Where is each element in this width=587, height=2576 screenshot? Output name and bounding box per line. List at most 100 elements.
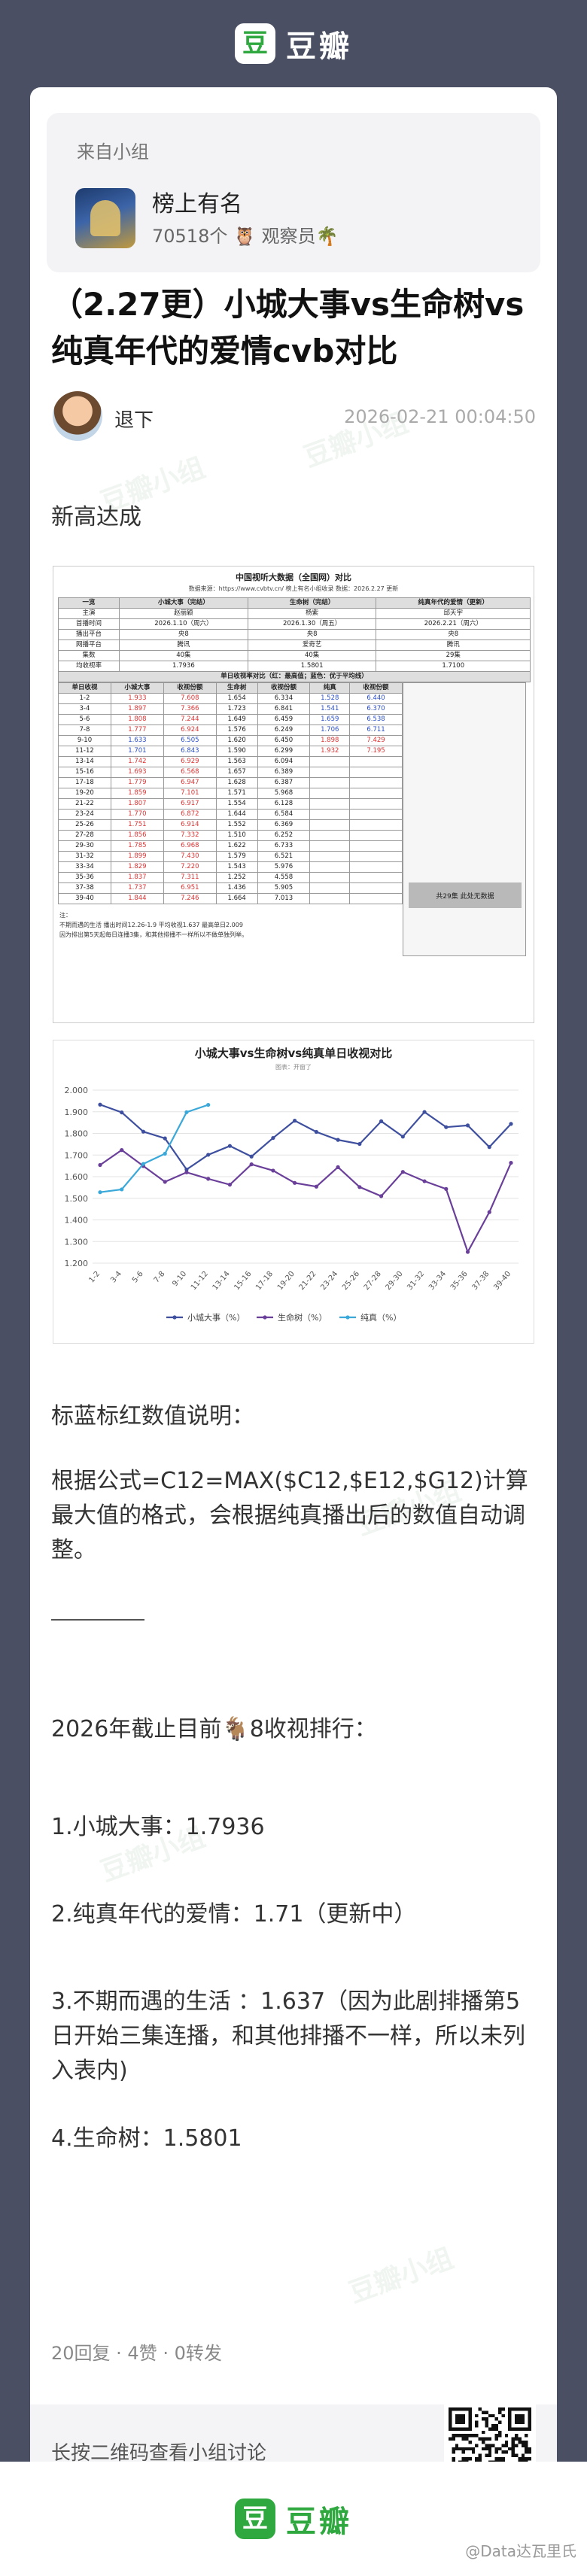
qr-module: [501, 2444, 505, 2447]
table-cell: 6.968: [163, 840, 217, 852]
table-cell: 6.951: [163, 882, 217, 894]
table-cell: 主演: [58, 608, 120, 619]
chart-subtitle: 图表：开窗了: [275, 1063, 312, 1071]
data-point: [336, 1165, 340, 1169]
data-point: [98, 1102, 102, 1107]
table-cell: 1.628: [215, 777, 258, 788]
qr-module: [488, 2437, 492, 2441]
table-cell: 19-20: [58, 788, 111, 799]
qr-module: [461, 2434, 465, 2438]
qr-module: [449, 2424, 452, 2428]
table-cell: 7-8: [58, 724, 111, 736]
qr-module: [461, 2420, 465, 2424]
ranking-title: 2026年截止目前🐐8收视排行：: [51, 1716, 377, 1742]
x-tick-label: 1-2: [87, 1270, 102, 1285]
qr-module: [468, 2424, 472, 2428]
info-header-cell: 小城大事（完结）: [118, 597, 248, 609]
author-avatar[interactable]: [53, 391, 102, 441]
qr-module: [485, 2417, 488, 2421]
table-cell: 邱天宇: [376, 608, 531, 619]
qr-module: [458, 2407, 462, 2411]
table-cell: 1.644: [215, 809, 258, 820]
group-name[interactable]: 榜上有名: [152, 191, 242, 217]
qr-module: [461, 2450, 465, 2454]
qr-module: [458, 2413, 462, 2418]
daily-header-cell: 收视份额: [163, 682, 217, 694]
qr-section: 长按二维码查看小组讨论: [30, 2403, 557, 2462]
table-cell: 6.568: [163, 767, 217, 778]
table-cell: 1.622: [215, 840, 258, 852]
table-cell: 1.897: [110, 703, 164, 715]
qr-module: [458, 2420, 462, 2424]
table-cell: 4.558: [257, 872, 311, 883]
y-tick-label: 1.200: [65, 1259, 89, 1268]
qr-module: [468, 2410, 472, 2414]
table-cell: 6.369: [257, 819, 311, 831]
qr-module: [528, 2410, 531, 2414]
qr-module: [471, 2434, 476, 2438]
data-point: [249, 1162, 254, 1167]
group-avatar[interactable]: [75, 188, 135, 248]
table-cell: 1.933: [110, 693, 164, 704]
qr-module: [518, 2413, 522, 2418]
table-cell: 1.7100: [376, 661, 531, 672]
qr-module: [475, 2420, 479, 2424]
data-table-image[interactable]: 中国视听大数据（全国网）对比 数据来源：https://www.cvbtv.cn…: [53, 566, 534, 1023]
table-cell: 网播平台: [58, 639, 120, 651]
qr-module: [482, 2447, 485, 2451]
table-cell: 6.450: [257, 735, 311, 746]
table-cell: 6.459: [257, 714, 311, 725]
table-cell: [349, 882, 403, 894]
qr-module: [465, 2434, 469, 2438]
qr-module: [455, 2417, 459, 2421]
qr-module: [461, 2447, 465, 2451]
table-cell: 1.252: [215, 872, 258, 883]
qr-module: [504, 2434, 509, 2438]
table-cell: 1.856: [110, 830, 164, 841]
table-row: 37-38 1.737 6.951 1.436 5.905: [58, 882, 403, 894]
table-cell: [349, 788, 403, 799]
y-tick-label: 1.400: [65, 1216, 89, 1226]
table-cell: 9-10: [58, 735, 111, 746]
table-cell: [349, 830, 403, 841]
legend-marker: [345, 1315, 350, 1320]
qr-module: [494, 2427, 498, 2431]
data-point: [379, 1194, 384, 1198]
qr-code-icon[interactable]: [444, 2403, 536, 2462]
table-cell: 赵丽颖: [118, 608, 248, 619]
brand-name: 豆瓣: [286, 2505, 352, 2539]
table-cell: 1.510: [215, 830, 258, 841]
qr-module: [461, 2407, 465, 2411]
table-cell: 1.777: [110, 724, 164, 736]
qr-module: [521, 2457, 525, 2461]
table-cell: [309, 756, 351, 767]
table-cell: [309, 861, 351, 873]
qr-module: [518, 2417, 522, 2421]
qr-module: [498, 2447, 502, 2451]
qr-module: [478, 2437, 482, 2441]
qr-module: [521, 2453, 525, 2457]
table-cell: 7.195: [349, 746, 403, 757]
qr-module: [504, 2441, 509, 2444]
y-tick-label: 1.700: [65, 1150, 89, 1160]
x-tick-label: 37-38: [470, 1270, 491, 1292]
qr-module: [501, 2413, 505, 2418]
author-name[interactable]: 退下: [114, 409, 154, 432]
daily-header-cell: 生命树: [215, 682, 258, 694]
data-point: [314, 1129, 318, 1135]
line-chart-image[interactable]: 小城大事vs生命树vs纯真单日收视对比 图表：开窗了 2.000 1.900 1.800…: [53, 1040, 534, 1344]
table-cell: 央8: [247, 629, 377, 640]
group-card[interactable]: 来自小组 榜上有名 70518个 🦉 观察员🌴: [47, 113, 540, 272]
qr-module: [485, 2437, 488, 2441]
qr-module: [468, 2417, 472, 2421]
qr-module: [504, 2444, 509, 2447]
qr-module: [458, 2434, 462, 2438]
x-tick-label: 13-14: [211, 1270, 232, 1292]
table-cell: 6.387: [257, 777, 311, 788]
qr-module: [528, 2427, 531, 2431]
rank-item-3: 3.不期而遇的生活 ：1.637（因为此剧排播第5日开始三集连播，和其他排播不一…: [51, 1988, 525, 2084]
qr-module: [485, 2420, 488, 2424]
data-point: [184, 1167, 189, 1172]
qr-module: [498, 2434, 502, 2438]
data-point: [98, 1190, 102, 1195]
